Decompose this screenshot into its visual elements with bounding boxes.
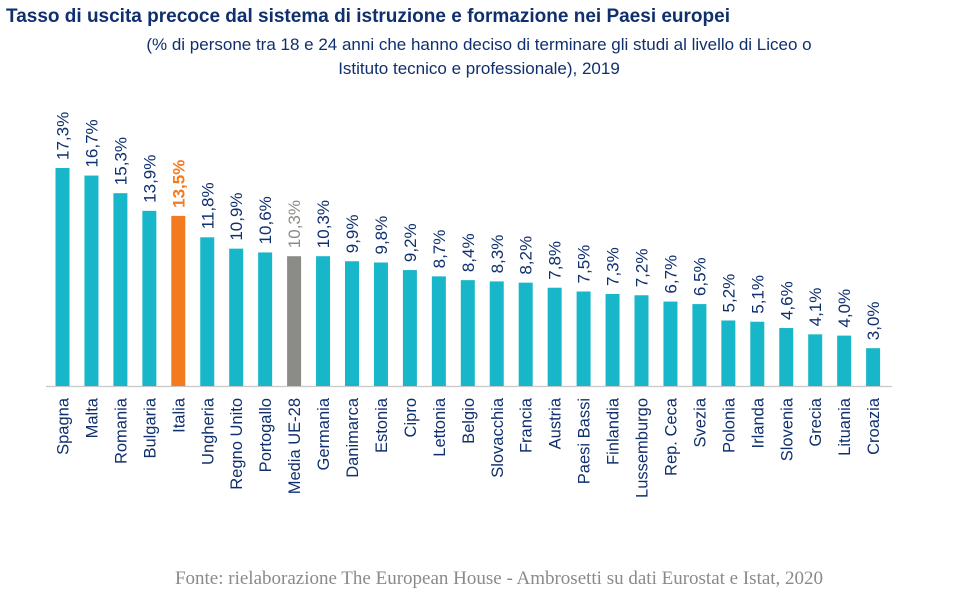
value-label: 5,1% bbox=[748, 275, 767, 314]
category-label: Grecia bbox=[807, 397, 825, 446]
bar-finlandia bbox=[605, 294, 620, 386]
category-label: Germania bbox=[315, 397, 333, 470]
value-label: 13,5% bbox=[169, 160, 188, 208]
value-label: 9,8% bbox=[372, 216, 391, 255]
category-label: Slovenia bbox=[778, 397, 796, 461]
value-label: 13,9% bbox=[140, 155, 159, 203]
subtitle-line-2: Istituto tecnico e professionale), 2019 bbox=[338, 59, 620, 78]
value-label: 8,2% bbox=[517, 236, 536, 275]
value-label: 5,2% bbox=[719, 274, 738, 313]
bar-svezia bbox=[692, 304, 707, 386]
bar-germania bbox=[316, 256, 331, 386]
bar-ungheria bbox=[200, 237, 215, 386]
bar-estonia bbox=[373, 262, 388, 386]
bar-spagna bbox=[55, 168, 70, 386]
category-label: Romania bbox=[112, 397, 130, 464]
category-label: Regno Unito bbox=[228, 398, 246, 490]
category-label: Austria bbox=[547, 397, 565, 449]
value-label: 8,3% bbox=[488, 235, 507, 274]
bar-lituania bbox=[837, 335, 852, 386]
bar-francia bbox=[518, 282, 533, 386]
bar-italia bbox=[171, 215, 186, 386]
category-label: Bulgaria bbox=[141, 397, 159, 458]
value-label: 4,1% bbox=[806, 288, 825, 327]
value-label: 8,4% bbox=[459, 233, 478, 272]
value-label: 7,8% bbox=[546, 241, 565, 280]
category-label: Estonia bbox=[373, 397, 391, 453]
value-label: 8,7% bbox=[430, 230, 449, 269]
category-label: Portogallo bbox=[257, 398, 275, 472]
bar-malta bbox=[84, 175, 99, 386]
bar-lussemburgo bbox=[634, 295, 649, 386]
bar-belgio bbox=[460, 280, 475, 386]
category-label: Paesi Bassi bbox=[576, 398, 594, 484]
source-note: Fonte: rielaborazione The European House… bbox=[174, 568, 824, 589]
bar-croazia bbox=[866, 348, 881, 386]
bar-cipro bbox=[402, 270, 417, 386]
category-label: Svezia bbox=[691, 397, 709, 447]
category-label: Media UE-28 bbox=[286, 398, 304, 494]
value-label: 10,9% bbox=[227, 192, 246, 240]
category-label: Danimarca bbox=[344, 397, 362, 478]
category-label: Malta bbox=[83, 397, 101, 438]
bar-austria bbox=[547, 287, 562, 386]
bar-grecia bbox=[808, 334, 823, 386]
category-label: Francia bbox=[518, 397, 536, 453]
bar-regno-unito bbox=[229, 248, 244, 386]
category-label: Croazia bbox=[865, 397, 883, 455]
bar-slovenia bbox=[779, 328, 794, 386]
category-label: Finlandia bbox=[605, 397, 623, 465]
value-label: 7,2% bbox=[633, 249, 652, 288]
bar-rep-ceca bbox=[663, 301, 678, 386]
value-label: 3,0% bbox=[864, 301, 883, 340]
category-label: Polonia bbox=[720, 397, 738, 453]
value-label: 10,3% bbox=[285, 200, 304, 248]
value-label: 17,3% bbox=[54, 112, 73, 160]
bar-polonia bbox=[721, 320, 736, 386]
bar-paesi-bassi bbox=[576, 291, 591, 386]
category-label: Italia bbox=[170, 397, 188, 433]
chart-title: Tasso di uscita precoce dal sistema di i… bbox=[6, 6, 730, 27]
bar-slovacchia bbox=[489, 281, 504, 386]
value-label: 9,2% bbox=[401, 223, 420, 262]
category-label: Spagna bbox=[55, 397, 73, 455]
value-label: 9,9% bbox=[343, 215, 362, 254]
category-label: Lituania bbox=[836, 397, 854, 456]
value-label: 10,6% bbox=[256, 196, 275, 244]
category-label: Lussemburgo bbox=[634, 398, 652, 498]
value-label: 11,8% bbox=[198, 182, 217, 229]
value-label: 16,7% bbox=[82, 119, 101, 167]
value-label: 4,0% bbox=[835, 289, 854, 328]
category-label: Ungheria bbox=[199, 397, 217, 465]
category-label: Belgio bbox=[460, 398, 478, 444]
value-label: 10,3% bbox=[314, 200, 333, 248]
value-label: 6,5% bbox=[690, 257, 709, 296]
category-label: Cipro bbox=[402, 398, 420, 437]
chart-subtitle: (% di persone tra 18 e 24 anni che hanno… bbox=[0, 33, 958, 81]
bar-danimarca bbox=[345, 261, 359, 386]
bar-chart: 17,3% Spagna 16,7% Malta 15,3% Romania 13,9% Bu… bbox=[46, 112, 892, 498]
bar-portogallo bbox=[258, 252, 273, 386]
bar-lettonia bbox=[431, 276, 446, 386]
bar-irlanda bbox=[750, 321, 765, 386]
value-label: 7,5% bbox=[575, 245, 594, 284]
bar-media-ue-28 bbox=[287, 256, 302, 386]
category-label: Lettonia bbox=[431, 397, 449, 457]
bar-romania bbox=[113, 193, 128, 386]
bar-bulgaria bbox=[142, 210, 157, 386]
category-label: Rep. Ceca bbox=[662, 397, 680, 476]
value-label: 15,3% bbox=[111, 137, 130, 185]
category-label: Slovacchia bbox=[489, 397, 507, 478]
value-label: 6,7% bbox=[661, 255, 680, 294]
value-label: 7,3% bbox=[604, 247, 623, 286]
value-label: 4,6% bbox=[777, 281, 796, 320]
category-label: Irlanda bbox=[749, 397, 767, 448]
subtitle-line-1: (% di persone tra 18 e 24 anni che hanno… bbox=[146, 35, 812, 54]
